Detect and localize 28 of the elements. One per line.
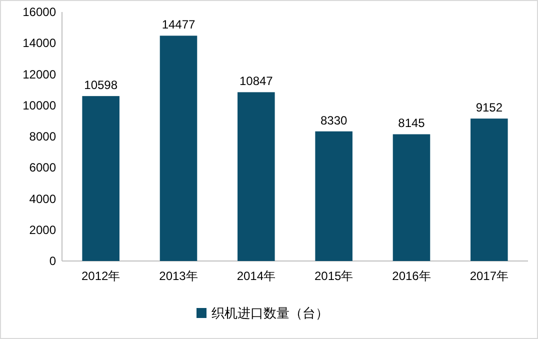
data-label: 9152 (476, 100, 503, 115)
bar (315, 131, 352, 261)
y-tick-label: 2000 (29, 222, 56, 237)
y-tick-label: 0 (49, 254, 56, 268)
bar (82, 96, 120, 261)
y-tick-label: 10000 (22, 98, 56, 112)
bar (238, 92, 275, 261)
bar (470, 118, 508, 261)
x-tick-label: 2012年 (81, 269, 120, 283)
x-tick-label: 2015年 (314, 269, 354, 283)
data-label: 10847 (239, 74, 274, 88)
data-label: 10598 (84, 78, 118, 92)
data-label: 8145 (398, 116, 426, 130)
x-tick-label: 2017年 (470, 269, 509, 283)
y-tick-label: 4000 (29, 192, 56, 206)
x-tick-label: 2016年 (392, 269, 431, 283)
y-tick-label: 16000 (22, 5, 56, 19)
x-tick-label: 2014年 (236, 269, 276, 283)
y-tick-label: 8000 (29, 130, 56, 144)
data-label: 8330 (320, 113, 348, 128)
y-tick-label: 12000 (22, 67, 56, 82)
x-tick-label: 2013年 (159, 269, 198, 283)
bar (160, 36, 198, 261)
y-tick-label: 6000 (29, 160, 56, 175)
bar (392, 134, 430, 261)
data-label: 14477 (162, 18, 196, 32)
legend-label: 织机进口数量（台） (212, 306, 328, 320)
y-tick-label: 14000 (22, 36, 56, 50)
